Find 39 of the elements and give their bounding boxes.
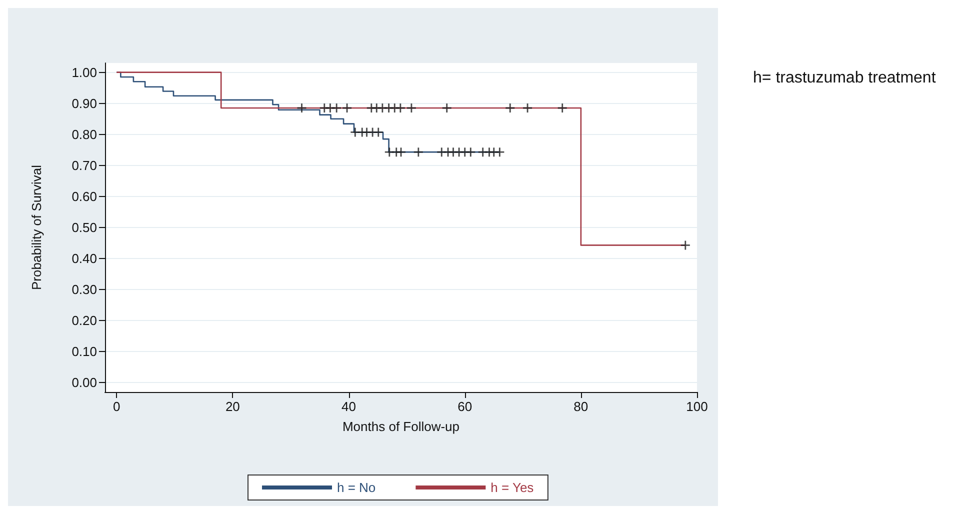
y-tick-label: 0.10 (72, 344, 97, 360)
x-tick-label: 40 (342, 399, 356, 414)
y-tick-label: 0.40 (72, 251, 97, 266)
point (396, 146, 406, 158)
y-tick-label: 0.50 (72, 220, 97, 235)
y-tick-label: 1.00 (72, 64, 97, 80)
y-tick-label: 0.00 (72, 375, 97, 390)
point (522, 102, 533, 114)
text: h = Yes (490, 480, 534, 495)
point (494, 146, 505, 158)
text: h = No (337, 480, 376, 495)
point (373, 127, 384, 138)
x-tick-label: 100 (686, 399, 708, 414)
x-tick-label: 60 (458, 399, 472, 414)
point (442, 102, 452, 114)
y-tick-label: 0.70 (72, 158, 97, 173)
x-tick-label: 20 (225, 399, 240, 414)
point (384, 146, 395, 158)
point (342, 102, 352, 114)
point (331, 102, 342, 114)
text: h= trastuzumab treatment (753, 70, 936, 86)
point (465, 146, 476, 158)
point (504, 102, 516, 114)
y-axis-title: Probability of Survival (29, 164, 44, 290)
x-axis-title: Months of Follow-up (342, 419, 460, 434)
y-tick-label: 0.60 (72, 188, 97, 204)
x-tick-label: 80 (574, 399, 588, 414)
point (350, 127, 360, 138)
point (406, 102, 417, 114)
y-tick-label: 0.30 (72, 282, 97, 298)
point (680, 240, 691, 250)
point (557, 102, 568, 114)
point (395, 102, 406, 114)
y-tick-label: 0.90 (72, 96, 97, 111)
point (296, 102, 307, 114)
x-tick-label: 0 (112, 399, 120, 414)
y-tick-label: 0.20 (72, 313, 97, 328)
y-tick-label: 0.80 (72, 126, 97, 142)
point (413, 146, 424, 158)
